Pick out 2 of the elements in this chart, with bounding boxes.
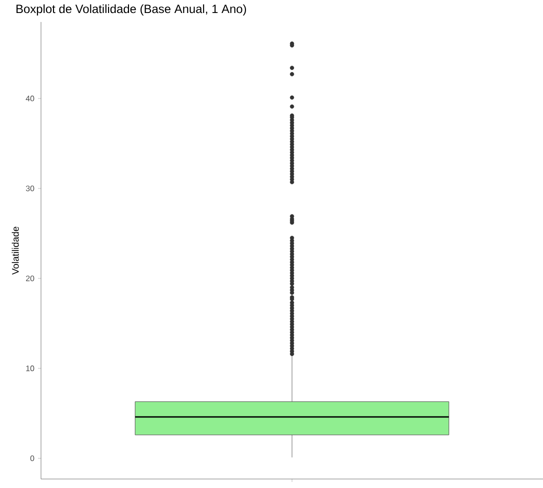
chart-title: Boxplot de Volatilidade (Base Anual, 1 Ano) <box>16 4 246 16</box>
y-axis-title: Volatilidade <box>12 226 19 275</box>
